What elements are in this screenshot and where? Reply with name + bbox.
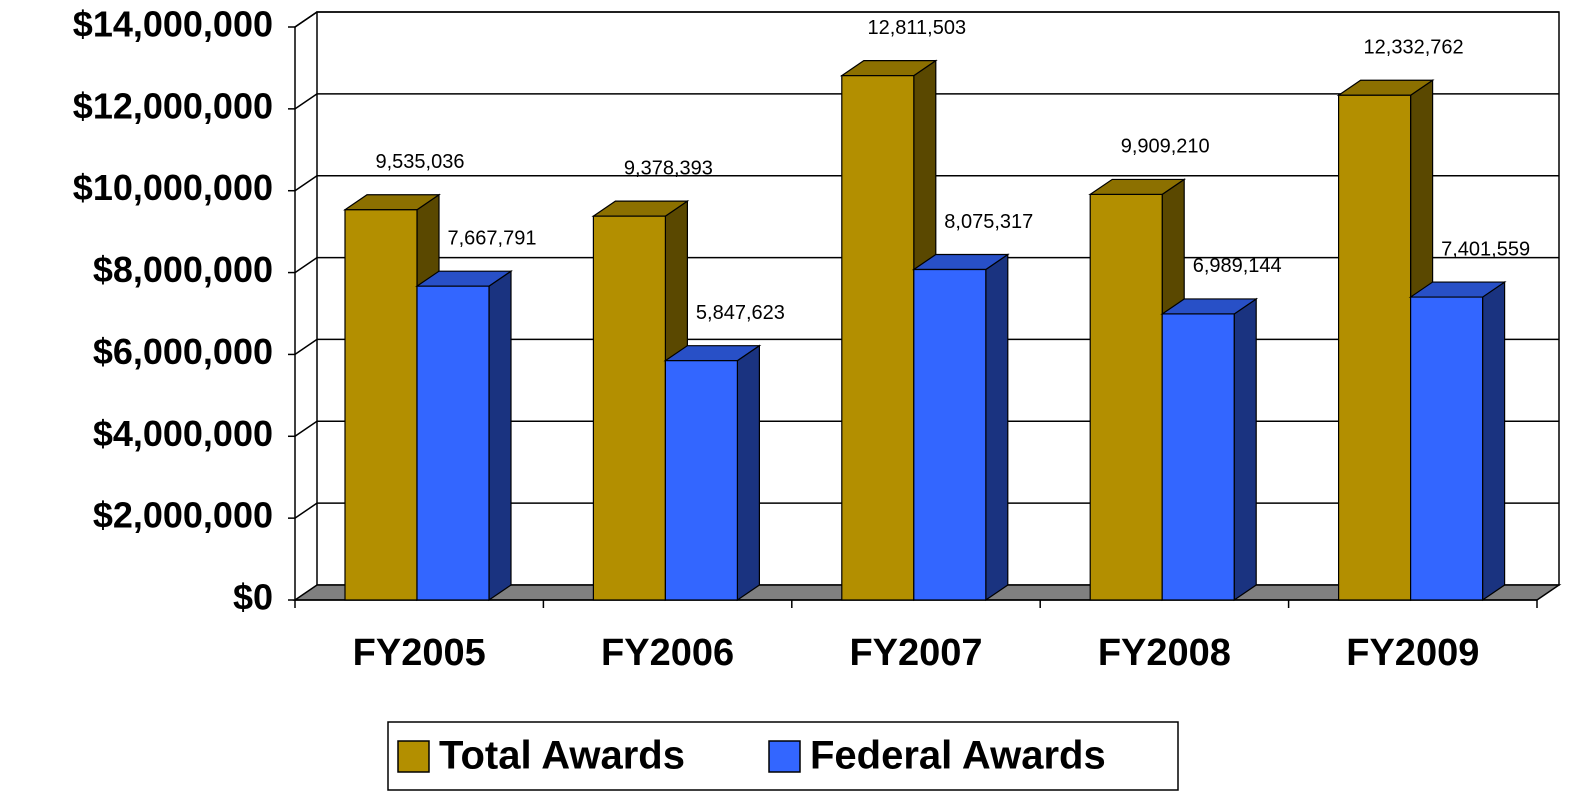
y-tick-label: $12,000,000 bbox=[73, 85, 273, 126]
bar-front bbox=[1409, 296, 1484, 601]
data-label: 12,332,762 bbox=[1364, 37, 1464, 59]
bar-front bbox=[1337, 94, 1412, 601]
bar-front bbox=[416, 285, 490, 601]
x-tick-label: FY2005 bbox=[353, 632, 486, 674]
data-label: 7,401,559 bbox=[1441, 238, 1530, 260]
legend-swatch bbox=[768, 740, 801, 773]
data-label: 7,667,791 bbox=[448, 227, 537, 249]
legend-swatch bbox=[397, 740, 430, 773]
x-tick-label: FY2006 bbox=[601, 632, 734, 674]
grid-line bbox=[294, 11, 1559, 28]
data-label: 12,811,503 bbox=[867, 17, 966, 39]
x-tick-label: FY2009 bbox=[1346, 632, 1479, 674]
y-tick-label: $4,000,000 bbox=[93, 413, 273, 454]
bar-front bbox=[344, 209, 418, 601]
bar-front bbox=[592, 215, 667, 601]
y-tick-label: $6,000,000 bbox=[93, 331, 273, 372]
data-label: 9,909,210 bbox=[1121, 136, 1210, 158]
legend-label: Federal Awards bbox=[810, 734, 1106, 778]
bar-front bbox=[1089, 193, 1163, 601]
legend-label: Total Awards bbox=[439, 734, 685, 778]
bar bbox=[663, 344, 762, 602]
x-tick-label: FY2008 bbox=[1098, 632, 1231, 674]
bar-front bbox=[913, 268, 987, 601]
bar bbox=[911, 253, 1010, 602]
data-label: 8,075,317 bbox=[944, 211, 1033, 233]
bar-side bbox=[985, 253, 1009, 602]
data-label: 9,378,393 bbox=[624, 157, 713, 179]
data-label: 9,535,036 bbox=[376, 151, 465, 173]
y-tick-label: $8,000,000 bbox=[93, 249, 273, 290]
grid-line bbox=[294, 174, 1559, 192]
bar-front bbox=[664, 360, 739, 601]
bar-front bbox=[1161, 313, 1235, 601]
bar-side bbox=[488, 270, 512, 602]
x-tick-label: FY2007 bbox=[849, 632, 982, 674]
bar bbox=[1160, 297, 1259, 602]
y-tick-label: $14,000,000 bbox=[73, 4, 273, 45]
bar-side bbox=[1233, 297, 1257, 602]
bar bbox=[415, 270, 513, 602]
bar-side bbox=[736, 344, 761, 602]
data-label: 6,989,144 bbox=[1193, 255, 1282, 277]
bar-front bbox=[841, 75, 915, 601]
y-tick-label: $10,000,000 bbox=[73, 167, 273, 208]
y-tick-label: $2,000,000 bbox=[93, 495, 273, 536]
data-label: 5,847,623 bbox=[696, 302, 785, 324]
bar-side bbox=[1481, 280, 1506, 602]
grid-line bbox=[294, 93, 1559, 110]
y-tick-label: $0 bbox=[233, 577, 273, 618]
bar bbox=[1408, 280, 1507, 602]
